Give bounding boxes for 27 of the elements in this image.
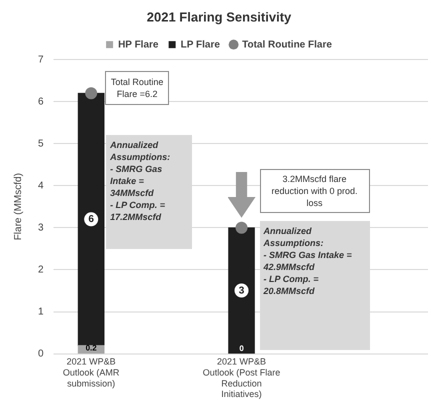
y-tick-label: 4 (38, 180, 44, 192)
callout-box: Annualized Assumptions: - SMRG Gas Intake = 42.9MMscfd - LP Comp. = 20.8MMscfd (260, 221, 370, 350)
legend-label: LP Flare (180, 39, 220, 50)
data-label: 3 (238, 285, 245, 296)
y-tick-label: 7 (38, 54, 44, 66)
annotation: Annualized Assumptions: - SMRG Gas Intake = 34MMscfd - LP Comp. = 17.2MMscfd (110, 139, 172, 224)
y-tick-label: 5 (38, 138, 44, 150)
data-label: 6 (88, 214, 94, 226)
legend-label: Total Routine Flare (242, 39, 332, 50)
bar (78, 92, 104, 346)
bar (228, 227, 255, 354)
chart-title: 2021 Flaring Sensitivity (146, 9, 292, 24)
y-tick-label: 3 (38, 222, 44, 234)
y-tick-label: 0 (38, 348, 44, 360)
y-tick-label: 1 (38, 306, 44, 318)
x-tick-label: 2021 WP&B Outlook (AMR submission) (62, 356, 120, 388)
y-tick-label: 6 (38, 96, 44, 108)
y-tick-label: 2 (38, 264, 44, 276)
y-axis-title: Flare (MMscfd) (12, 173, 24, 240)
data-label: 0 (239, 344, 244, 354)
legend-label: HP Flare (118, 39, 159, 50)
callout-box: Annualized Assumptions: - SMRG Gas Intake = 34MMscfd - LP Comp. = 17.2MMscfd (106, 135, 192, 249)
annotation: Annualized Assumptions: - SMRG Gas Intake = 42.9MMscfd - LP Comp. = 20.8MMscfd (264, 225, 353, 298)
callout-box: 3.2MMscfd flare reduction with 0 prod. loss (260, 168, 370, 213)
callout-box: Total Routine Flare =6.2 (105, 71, 170, 106)
x-tick-label: 2021 WP&B Outlook (Post Flare Reduction Initiatives) (202, 356, 280, 400)
data-label: 0.2 (86, 344, 98, 353)
